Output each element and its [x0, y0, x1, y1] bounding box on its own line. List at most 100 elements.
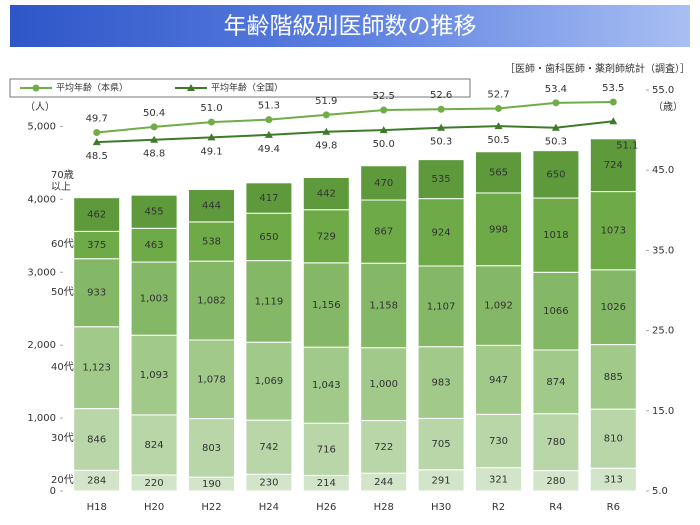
data-label: 1,000 [369, 379, 398, 390]
source: ［医師・歯科医師・薬剤師統計（調査）］ [505, 62, 690, 75]
data-label: 722 [374, 442, 393, 453]
line-marker [495, 104, 502, 112]
data-label: 947 [489, 375, 508, 386]
line-marker [609, 117, 618, 125]
line-label: 49.1 [200, 146, 222, 157]
x-tick-label: H26 [316, 502, 336, 513]
bar-segment [73, 408, 121, 471]
line-label: 49.7 [86, 114, 108, 125]
bar-segment [417, 198, 465, 267]
line-marker [609, 98, 617, 106]
segment-label: 20代 [51, 474, 74, 486]
segment-label: 60代 [51, 239, 74, 251]
line-label: 50.0 [373, 139, 395, 150]
y-tick-label: 4,000 [27, 194, 56, 205]
y-tick-label: 1,000 [27, 413, 56, 424]
bar-segment [360, 420, 408, 474]
bar-segment [245, 341, 293, 421]
line-marker [494, 122, 503, 130]
bar-segment [130, 261, 178, 336]
data-label: 983 [432, 378, 451, 389]
x-tick-label: H18 [87, 502, 107, 513]
bar-segment [245, 212, 293, 262]
x-tick-label: H24 [259, 502, 279, 513]
line-marker [379, 126, 388, 134]
data-label: 463 [145, 240, 164, 251]
line-marker [92, 138, 101, 146]
line [96, 120, 614, 144]
data-label: 535 [432, 174, 451, 185]
data-label: 375 [87, 240, 106, 251]
data-label: 190 [202, 479, 221, 490]
bar-segment [417, 159, 465, 200]
data-label: 650 [546, 169, 565, 180]
data-label: 730 [489, 436, 508, 447]
line-marker [552, 99, 560, 107]
data-label: 214 [317, 478, 336, 489]
title-bar [10, 5, 690, 47]
line-marker [208, 118, 215, 126]
data-label: 1018 [543, 230, 568, 241]
bar-segment [589, 191, 637, 271]
bar-segment [475, 192, 522, 267]
line-marker [437, 123, 446, 131]
data-label: 1,123 [82, 363, 111, 374]
line-marker [265, 116, 273, 124]
bar-segment [245, 182, 293, 214]
x-tick-label: H20 [144, 502, 164, 513]
data-label: 1,093 [140, 370, 169, 381]
bar-segment [188, 189, 235, 223]
line-marker [150, 135, 159, 143]
data-label: 729 [317, 231, 336, 242]
data-label: 313 [604, 475, 623, 486]
data-label: 1,078 [197, 374, 226, 385]
bar-segment [245, 260, 293, 343]
bar-segment [302, 262, 350, 348]
data-label: 803 [202, 443, 221, 454]
bar-segment [73, 197, 121, 232]
bar-segment [302, 176, 350, 211]
bar-segment [532, 413, 580, 472]
data-label: 1,043 [312, 380, 341, 391]
line-label: 51.9 [315, 96, 337, 107]
line-marker [551, 123, 560, 131]
bar-segment [73, 326, 121, 410]
data-label: 442 [317, 189, 336, 200]
data-label: 1,158 [369, 300, 398, 311]
data-label: 1,119 [255, 296, 284, 307]
data-label: 1,092 [484, 301, 513, 312]
bar-segment [302, 346, 350, 424]
line-label: 48.8 [143, 149, 165, 160]
bar-segment [360, 165, 408, 201]
y2-tick-label: 55.0 [652, 85, 674, 96]
bar-segment [532, 271, 580, 351]
line-label: 51.1 [616, 140, 638, 151]
legend-label: 平均年齢（全国） [211, 82, 283, 94]
bar-segment [130, 194, 178, 229]
line-label: 49.4 [258, 144, 280, 155]
data-label: 444 [202, 201, 221, 212]
data-label: 1,156 [312, 300, 341, 311]
line-marker [322, 127, 331, 135]
line-label: 53.5 [602, 83, 624, 94]
x-tick-label: H28 [374, 502, 394, 513]
y2-tick-label: 45.0 [652, 165, 674, 176]
y-tick-label: 5,000 [27, 121, 56, 132]
data-label: 998 [489, 224, 508, 235]
line-marker [264, 130, 273, 138]
data-label: 885 [604, 372, 623, 383]
data-label: 650 [259, 232, 278, 243]
data-label: 933 [87, 288, 106, 299]
line-marker [93, 129, 101, 137]
bar-segment [302, 209, 350, 264]
data-label: 1,069 [255, 376, 284, 387]
legend [9, 78, 471, 98]
y-tick-label: 2,000 [27, 340, 56, 351]
line-label: 50.3 [545, 137, 567, 148]
bar-segment [188, 418, 235, 478]
bar-segment [130, 334, 178, 416]
data-label: 244 [374, 477, 393, 488]
line-marker [437, 105, 445, 113]
legend-label: 平均年齢（本県） [56, 82, 128, 94]
